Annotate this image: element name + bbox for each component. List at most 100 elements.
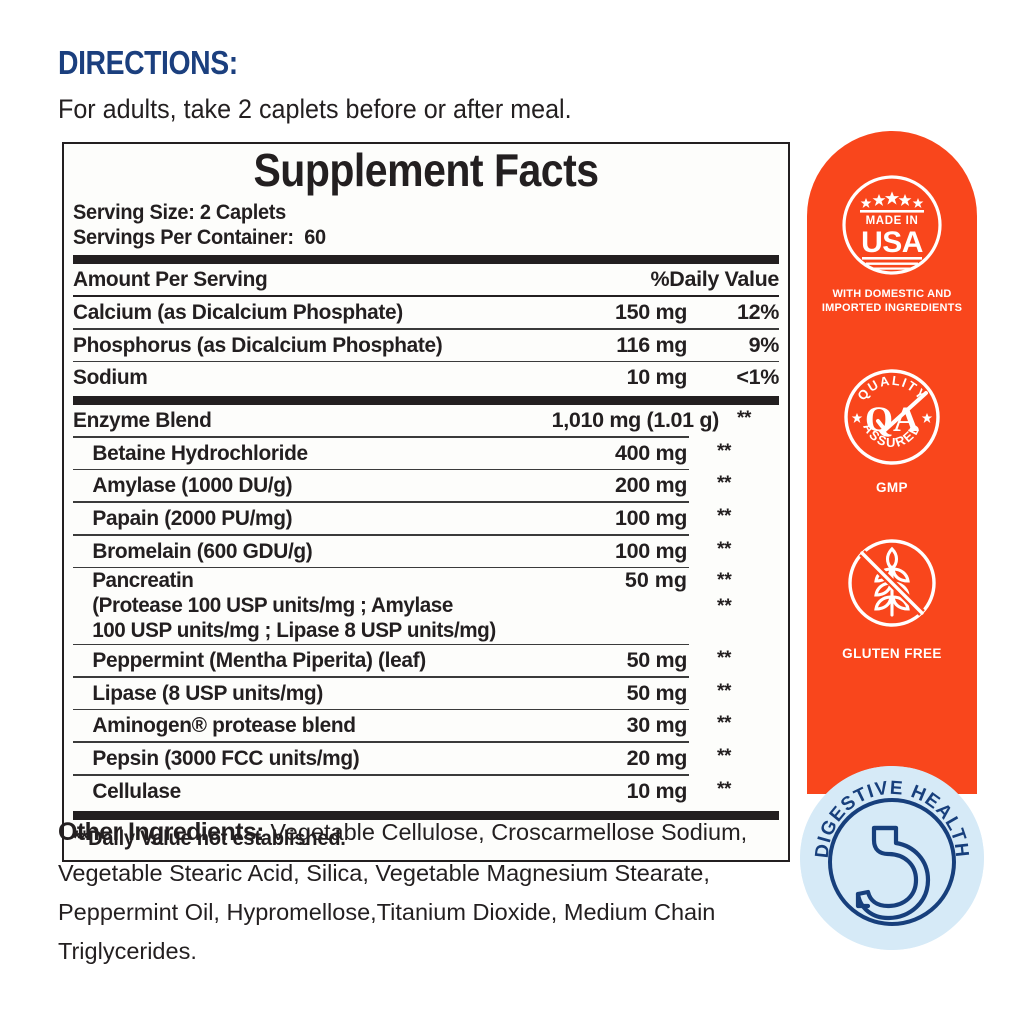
table-row: Papain (2000 PU/mg) 100 mg ** xyxy=(73,503,779,534)
gluten-free-icon xyxy=(840,531,944,635)
badge-gluten-free-caption: GLUTEN FREE xyxy=(842,646,942,661)
servings-per-container-label: Servings Per Container: xyxy=(73,226,294,250)
nutrient-name: Phosphorus (as Dicalcium Phosphate) xyxy=(73,332,443,357)
ingredient-name: Lipase (8 USP units/mg) xyxy=(92,680,323,705)
blend-name: Enzyme Blend xyxy=(73,408,212,433)
serving-size: Serving Size: 2 Caplets xyxy=(73,201,286,225)
badge-gmp-caption: GMP xyxy=(876,480,908,495)
ingredient-amount: 100 mg xyxy=(615,538,687,563)
nutrient-amount: 116 mg xyxy=(616,332,687,357)
row-divider xyxy=(73,360,779,363)
divider-thick-footnote xyxy=(73,810,779,820)
ingredient-name: Aminogen® protease blend xyxy=(92,713,356,738)
table-row: Amylase (1000 DU/g) 200 mg ** xyxy=(73,470,779,501)
table-row-pancreatin: Pancreatin (Protease 100 USP units/mg ; … xyxy=(73,568,779,643)
ingredient-amount: 100 mg xyxy=(615,505,687,530)
directions-text: For adults, take 2 caplets before or aft… xyxy=(58,94,572,124)
row-divider xyxy=(73,773,689,776)
divider-thick-blend xyxy=(73,396,779,406)
directions-heading: DIRECTIONS: xyxy=(58,44,238,81)
ingredient-daily-value: ** xyxy=(717,680,732,702)
ingredient-daily-value: ** xyxy=(717,440,732,462)
servings-per-container-value: 60 xyxy=(304,226,326,250)
pancreatin-line-1: Pancreatin xyxy=(92,568,194,593)
other-ingredients-text: Vegetable Cellulose, Croscarmellose Sodi… xyxy=(58,819,748,964)
servings-per-container: Servings Per Container: 60 xyxy=(73,226,744,251)
svg-text:MADE IN: MADE IN xyxy=(866,215,919,227)
ingredient-name: Peppermint (Mentha Piperita) (leaf) xyxy=(92,648,426,673)
ingredient-daily-value: ** xyxy=(717,745,732,767)
serving-info: Serving Size: 2 Caplets Servings Per Con… xyxy=(73,201,779,251)
table-row: Sodium 10 mg <1% xyxy=(73,362,779,393)
badge-digestive-health: DIGESTIVE HEALTH xyxy=(800,766,984,950)
badge-gluten-free: GLUTEN FREE xyxy=(807,531,977,663)
ingredient-daily-value: ** xyxy=(717,713,732,735)
row-divider xyxy=(73,643,689,646)
blend-daily-value: ** xyxy=(737,408,752,430)
ingredient-amount: 30 mg xyxy=(626,713,688,738)
ingredient-daily-value: ** xyxy=(717,648,732,670)
ingredient-amount: 20 mg xyxy=(626,745,688,770)
pancreatin-dv-mark-2: ** xyxy=(717,595,732,617)
table-row: Phosphorus (as Dicalcium Phosphate) 116 … xyxy=(73,330,779,361)
row-divider xyxy=(73,436,689,438)
nutrient-daily-value: <1% xyxy=(736,365,779,390)
ingredient-daily-value: ** xyxy=(717,505,732,527)
row-divider xyxy=(73,741,689,743)
ingredient-name: Betaine Hydrochloride xyxy=(92,440,308,465)
divider-thick-top xyxy=(73,254,779,264)
quality-assured-icon: QUALITY ASSURED QA xyxy=(840,365,944,469)
row-divider xyxy=(73,676,689,678)
certification-badge-panel: MADE IN USA WITH DOMESTIC AND IMPORTED I… xyxy=(807,131,977,794)
nutrient-daily-value: 9% xyxy=(748,332,780,357)
row-divider xyxy=(73,468,689,471)
svg-text:USA: USA xyxy=(861,226,923,259)
pancreatin-line-3: 100 USP units/mg ; Lipase 8 USP units/mg… xyxy=(92,618,496,643)
ingredient-daily-value: ** xyxy=(717,778,732,800)
ingredient-name: Pepsin (3000 FCC units/mg) xyxy=(92,745,360,770)
row-divider xyxy=(73,501,689,503)
ingredient-amount: 50 mg xyxy=(626,680,688,705)
ingredient-amount: 10 mg xyxy=(626,778,688,803)
stomach-icon: DIGESTIVE HEALTH xyxy=(800,766,984,950)
nutrient-amount: 10 mg xyxy=(626,365,688,390)
table-row: Lipase (8 USP units/mg) 50 mg ** xyxy=(73,678,779,709)
ingredient-amount: 400 mg xyxy=(615,440,687,465)
amount-per-serving-header: Amount Per Serving xyxy=(73,266,268,291)
ingredient-name: Amylase (1000 DU/g) xyxy=(92,473,293,498)
supplement-facts-title: Supplement Facts xyxy=(253,144,599,197)
daily-value-header: %Daily Value xyxy=(650,266,780,291)
table-row: Peppermint (Mentha Piperita) (leaf) 50 m… xyxy=(73,645,779,676)
nutrient-name: Sodium xyxy=(73,365,148,390)
table-row: Cellulase 10 mg ** xyxy=(73,776,779,807)
ingredient-daily-value: ** xyxy=(717,538,732,560)
divider-under-headers xyxy=(73,294,779,297)
ingredient-amount: 50 mg xyxy=(626,648,688,673)
badge-made-in-usa: MADE IN USA WITH DOMESTIC AND IMPORTED I… xyxy=(807,173,977,316)
badge-usa-caption-line-1: WITH DOMESTIC AND xyxy=(832,288,952,300)
label-left-column: DIRECTIONS: For adults, take 2 caplets b… xyxy=(58,44,800,971)
nutrient-amount: 150 mg xyxy=(615,299,687,324)
pancreatin-dv-mark-1: ** xyxy=(717,570,732,592)
nutrient-daily-value: 12% xyxy=(737,299,779,324)
pancreatin-daily-value: ** ** xyxy=(687,568,779,619)
row-divider xyxy=(73,327,779,330)
supplement-facts-panel: Supplement Facts Serving Size: 2 Caplets… xyxy=(62,142,790,862)
table-row: Aminogen® protease blend 30 mg ** xyxy=(73,710,779,741)
badge-usa-caption: WITH DOMESTIC AND IMPORTED INGREDIENTS xyxy=(807,288,977,316)
table-row: Calcium (as Dicalcium Phosphate) 150 mg … xyxy=(73,297,779,328)
other-ingredients-label: Other Ingredients: xyxy=(58,818,264,846)
ingredient-name: Papain (2000 PU/mg) xyxy=(92,505,293,530)
blend-amount: 1,010 mg (1.01 g) xyxy=(551,408,720,433)
made-in-usa-icon: MADE IN USA xyxy=(840,173,944,277)
pancreatin-line-2: (Protease 100 USP units/mg ; Amylase xyxy=(92,593,453,618)
badge-usa-caption-line-2: IMPORTED INGREDIENTS xyxy=(821,301,963,314)
badge-quality-assured: QUALITY ASSURED QA GMP xyxy=(807,365,977,497)
other-ingredients: Other Ingredients: Vegetable Cellulose, … xyxy=(58,812,800,971)
pancreatin-text-block: Pancreatin (Protease 100 USP units/mg ; … xyxy=(73,568,549,643)
ingredient-amount: 200 mg xyxy=(615,473,687,498)
table-row: Pepsin (3000 FCC units/mg) 20 mg ** xyxy=(73,743,779,774)
table-row: Betaine Hydrochloride 400 mg ** xyxy=(73,438,779,469)
row-divider xyxy=(73,708,689,711)
pancreatin-amount: 50 mg xyxy=(624,568,687,593)
